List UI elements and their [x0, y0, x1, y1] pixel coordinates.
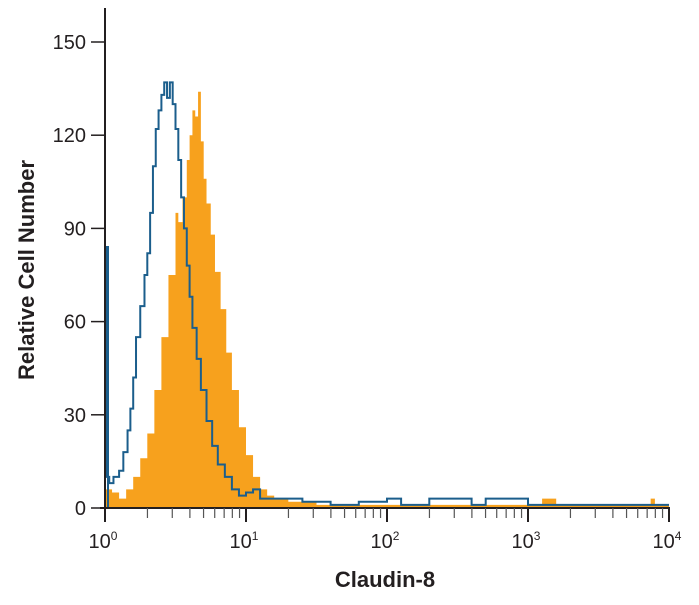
y-tick-label: 0 [75, 498, 86, 520]
x-axis-title: Claudin-8 [335, 567, 435, 592]
axes [100, 8, 670, 516]
x-tick-label: 100 [89, 529, 118, 553]
x-tick-label: 101 [230, 529, 259, 553]
y-tick-label: 30 [64, 405, 86, 427]
series-layer [105, 81, 669, 508]
y-tick-label: 150 [53, 32, 86, 54]
y-axis-title: Relative Cell Number [14, 160, 39, 381]
series-outline-histogram [105, 81, 669, 508]
y-tick-label: 90 [64, 218, 86, 240]
series-filled-histogram [105, 91, 669, 508]
y-tick-label: 120 [53, 125, 86, 147]
x-ticks: 100 101 102 103 104 [89, 508, 682, 553]
y-tick-label: 60 [64, 312, 86, 334]
x-tick-label: 103 [512, 529, 541, 553]
y-ticks: 0 30 60 90 120 150 [53, 32, 105, 520]
x-tick-label: 102 [371, 529, 400, 553]
x-tick-label: 104 [653, 529, 682, 553]
